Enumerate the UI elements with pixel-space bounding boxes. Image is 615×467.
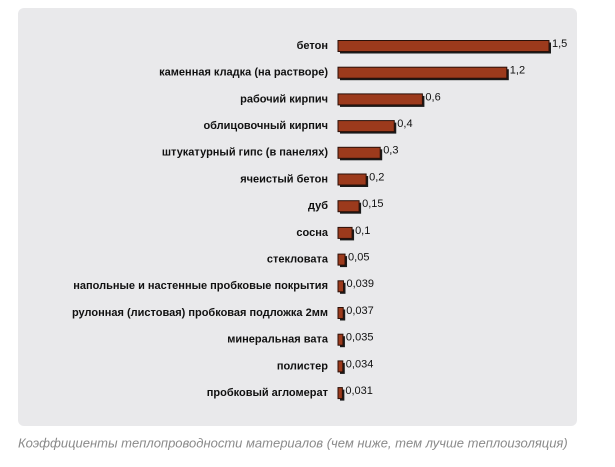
bar	[337, 226, 353, 239]
bar	[337, 200, 360, 213]
bar	[337, 360, 344, 373]
bar	[337, 93, 423, 106]
bar	[337, 146, 381, 159]
category-label: стекловата	[267, 254, 329, 266]
value-label: 0,2	[369, 171, 384, 183]
category-label: минеральная вата	[227, 334, 329, 346]
value-label: 0,037	[346, 305, 374, 317]
category-label: рулонная (листовая) пробковая подложка 2…	[72, 307, 328, 319]
value-label: 1,2	[510, 65, 525, 77]
value-label: 0,3	[383, 145, 398, 157]
value-label: 0,15	[362, 198, 383, 210]
bar	[337, 333, 344, 346]
value-label: 0,039	[346, 278, 374, 290]
category-label: дуб	[308, 200, 328, 212]
category-label: рабочий кирпич	[240, 93, 328, 105]
category-label: пробковый агломерат	[207, 387, 329, 399]
category-label: полистер	[277, 360, 328, 372]
bar	[337, 307, 344, 319]
value-label: 0,1	[355, 225, 370, 237]
bar	[337, 40, 550, 52]
value-label: 0,6	[425, 91, 440, 103]
bar	[337, 387, 343, 400]
category-label: сосна	[296, 227, 328, 239]
value-label: 0,035	[346, 332, 374, 344]
category-label: каменная кладка (на растворе)	[159, 67, 328, 79]
value-label: 0,031	[345, 385, 373, 397]
category-label: облицовочный кирпич	[203, 120, 328, 132]
category-label: ячеистый бетон	[240, 173, 328, 185]
category-label: бетон	[297, 40, 328, 52]
bar	[337, 120, 395, 133]
value-label: 0,4	[397, 118, 412, 130]
bar	[337, 66, 508, 79]
category-label: штукатурный гипс (в панелях)	[162, 147, 328, 159]
bar	[337, 280, 344, 293]
caption: Коэффициенты теплопроводности материалов…	[18, 435, 568, 450]
value-label: 0,05	[348, 252, 369, 264]
value-label: 0,034	[346, 358, 374, 370]
category-label: напольные и настенные пробковые покрытия	[73, 280, 328, 292]
bar	[337, 253, 346, 266]
bar	[337, 173, 367, 186]
value-label: 1,5	[552, 38, 567, 50]
